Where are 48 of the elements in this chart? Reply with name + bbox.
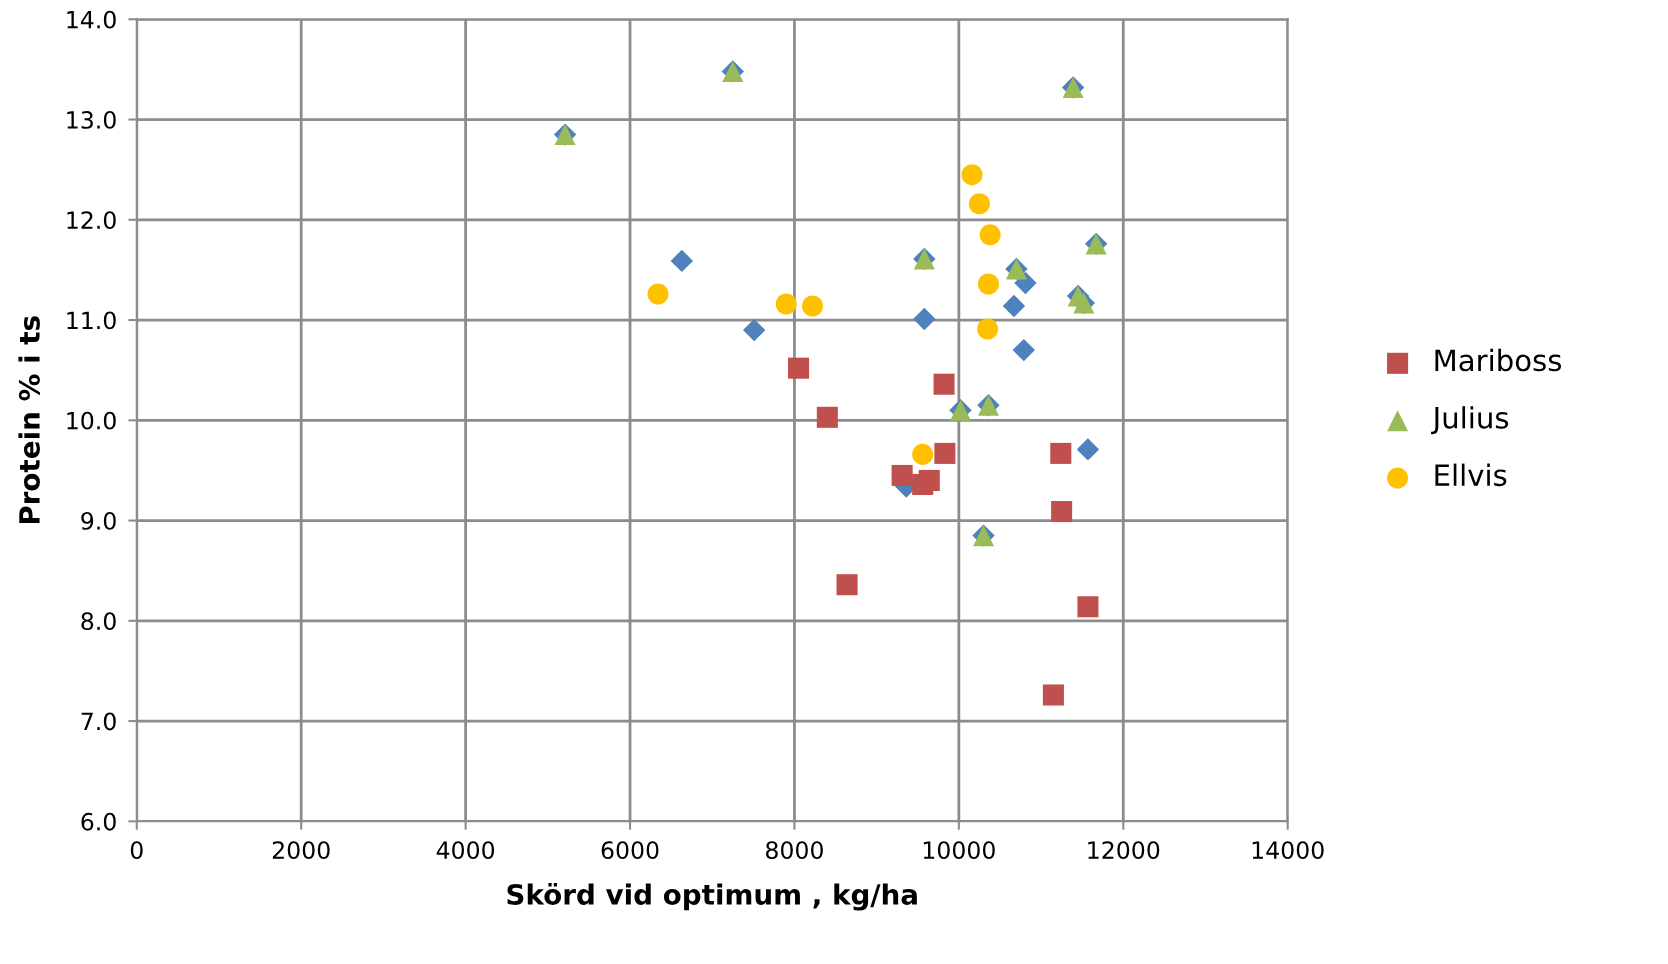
x-axis-title: Skörd vid optimum , kg/ha [507, 883, 917, 911]
x-tick-label: 4000 [436, 841, 495, 860]
point [1042, 684, 1064, 706]
legend-label: Julius [1431, 406, 1509, 435]
point [742, 318, 766, 342]
y-tick-label: 6.0 [81, 812, 116, 831]
point [1051, 501, 1073, 523]
x-tick-label: 8000 [766, 841, 823, 860]
x-tick-label: 0 [130, 841, 143, 860]
point [912, 443, 934, 465]
point [934, 442, 956, 464]
y-tick-label: 11.0 [67, 311, 116, 330]
y-tick-label: 8.0 [81, 612, 116, 631]
y-tick-label: 9.0 [81, 512, 116, 530]
x-tick-label: 12000 [1088, 841, 1160, 860]
point [1012, 338, 1035, 362]
y-tick-label: 12.0 [67, 211, 116, 230]
point [775, 293, 797, 315]
point [836, 574, 858, 596]
point [788, 357, 810, 379]
point [670, 249, 694, 273]
y-tick-label: 10.0 [67, 411, 116, 430]
point [1002, 294, 1026, 318]
legend-label: Mariboss [1435, 348, 1562, 372]
point [1077, 596, 1099, 618]
point [647, 283, 669, 305]
point [968, 193, 990, 215]
point [913, 307, 936, 331]
point [961, 164, 983, 186]
point [802, 295, 824, 317]
legend-label: Ellvis [1435, 463, 1507, 487]
y-axis-title: Protein % i ts [18, 316, 40, 524]
y-tick-label: 13.0 [67, 110, 116, 129]
point [891, 464, 913, 486]
point [933, 373, 955, 395]
point [977, 318, 999, 340]
point [918, 469, 940, 491]
x-tick-label: 2000 [272, 841, 330, 860]
x-tick-label: 6000 [601, 841, 659, 860]
point [977, 273, 999, 295]
y-tick-label: 7.0 [81, 712, 116, 731]
point [979, 224, 1001, 246]
y-tick-label: 14.0 [67, 10, 116, 29]
x-tick-label: 14000 [1252, 841, 1324, 860]
point [1050, 442, 1072, 464]
x-tick-label: 10000 [923, 841, 995, 860]
point [1076, 438, 1100, 461]
point [816, 406, 838, 428]
